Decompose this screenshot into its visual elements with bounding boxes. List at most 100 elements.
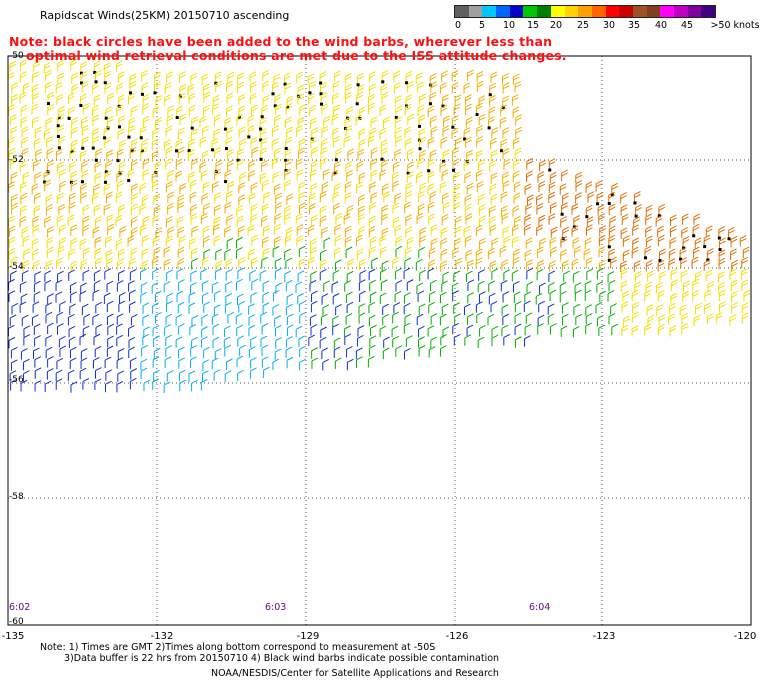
wind-barb [224,225,231,238]
wind-barb [44,179,51,192]
wind-barb [297,116,305,129]
wind-barb [451,282,459,294]
wind-barb [70,291,77,303]
wind-barb [451,70,459,82]
wind-barb [286,193,294,205]
wind-barb [499,116,507,129]
wind-barb [489,216,496,228]
wind-barb [491,237,499,250]
contamination-marker [69,180,73,184]
wind-barb [607,248,616,262]
wind-barb [333,160,341,175]
wind-barb [80,70,88,85]
wind-barb [262,302,270,314]
wind-barb [607,290,615,302]
wind-barb [44,270,52,282]
wind-barb [416,171,423,184]
contamination-marker [381,80,385,84]
wind-barb [176,268,184,280]
wind-barb [632,237,639,249]
contamination-marker [679,257,683,261]
wind-barb [20,379,28,392]
contamination-marker [127,135,131,139]
wind-barb [140,147,147,159]
wind-barb [190,213,198,225]
wind-barb [69,192,76,204]
wind-barb [107,335,114,348]
wind-barb [332,323,339,336]
wind-barb [248,160,256,172]
wind-barb [478,291,486,303]
wind-barb [345,124,353,137]
lat-label-50: -50 [9,51,24,61]
wind-barb [333,183,341,195]
wind-barb [46,136,53,148]
wind-barb [115,238,123,250]
wind-barb [201,256,209,269]
wind-barb [369,279,376,292]
wind-barb [370,324,377,337]
wind-barb [178,235,186,248]
wind-barb [476,125,484,137]
wind-barb [466,69,474,82]
contamination-marker [260,115,264,119]
wind-barb [559,282,567,294]
contamination-marker [91,146,95,150]
wind-barb [332,92,339,105]
wind-barb [187,149,195,161]
wind-barb [55,291,63,303]
wind-barb [9,314,17,326]
wind-barb [718,271,725,283]
wind-barb [226,126,234,139]
wind-barb [345,106,354,120]
wind-barb [106,149,114,162]
wind-barb [478,204,486,216]
wind-barb [129,269,137,281]
wind-barb [607,191,615,206]
wind-barb [502,313,510,326]
wind-barb [332,315,340,327]
wind-barb [299,358,306,371]
wind-barb [513,159,520,171]
wind-barb [130,368,137,380]
wind-barb [152,356,160,368]
wind-barb [188,302,196,314]
wind-barb [562,192,569,205]
wind-barb [116,357,124,369]
wind-barb [10,346,18,359]
wind-barb [274,213,282,225]
wind-barb [706,313,714,325]
contamination-marker [259,127,263,131]
wind-barb [93,204,101,216]
wind-barb [103,70,111,85]
wind-barb [104,106,112,120]
contamination-marker [175,149,179,153]
wind-barb [489,95,496,107]
wind-barb [311,290,318,303]
wind-barb [116,380,124,393]
wind-barb [107,92,115,105]
contamination-marker [596,202,600,206]
wind-barb [394,126,402,139]
wind-barb [682,236,690,250]
scale-swatch [660,6,674,17]
wind-barb [285,346,293,359]
wind-barb [500,279,508,292]
contamination-marker [634,214,638,218]
wind-barb [44,279,52,292]
wind-barb [347,148,355,160]
wind-barb [251,278,259,291]
wind-barb [344,192,352,204]
wind-barb [177,226,185,238]
wind-barb [166,292,174,305]
wind-barb [177,127,185,140]
wind-barb [56,192,64,205]
wind-barb [620,204,628,216]
wind-barb [610,182,619,197]
wind-barb [427,158,435,173]
wind-barb [393,82,401,94]
wind-barb [105,369,113,381]
wind-barb [417,104,425,116]
wind-barb [429,115,437,128]
wind-barb [59,180,66,193]
